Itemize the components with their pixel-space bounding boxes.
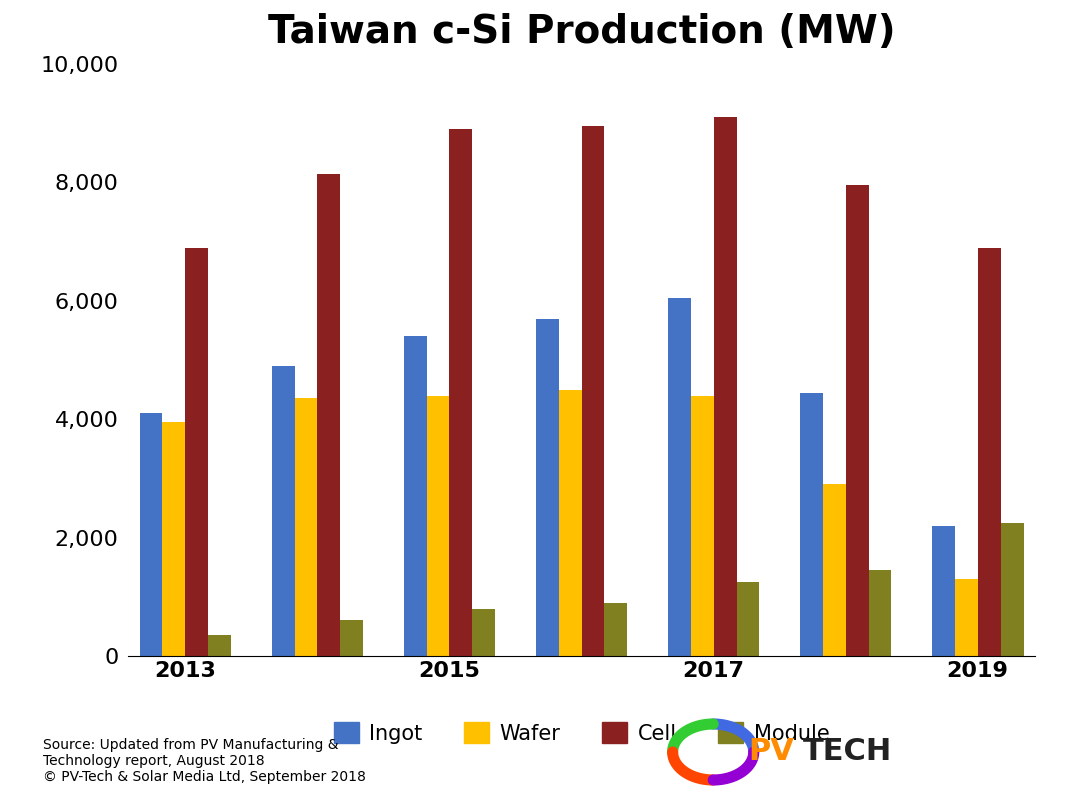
- Bar: [403, 336, 427, 656]
- Bar: [582, 126, 605, 656]
- Bar: [714, 118, 736, 656]
- Title: Taiwan c-Si Production (MW): Taiwan c-Si Production (MW): [268, 13, 895, 51]
- Bar: [931, 526, 955, 656]
- Legend: Ingot, Wafer, Cell, Module: Ingot, Wafer, Cell, Module: [325, 714, 838, 752]
- Bar: [208, 635, 232, 656]
- Bar: [690, 395, 714, 656]
- Bar: [294, 398, 318, 656]
- Bar: [668, 298, 690, 656]
- Bar: [823, 484, 845, 656]
- Bar: [736, 582, 760, 656]
- Bar: [558, 390, 582, 656]
- Bar: [955, 579, 977, 656]
- Bar: [427, 395, 449, 656]
- Bar: [140, 414, 162, 656]
- Bar: [845, 186, 869, 656]
- Bar: [186, 247, 208, 656]
- Text: PV: PV: [748, 738, 794, 766]
- Bar: [271, 366, 294, 656]
- Bar: [869, 570, 892, 656]
- Bar: [162, 422, 186, 656]
- Bar: [473, 609, 495, 656]
- Bar: [449, 129, 473, 656]
- Bar: [318, 174, 340, 656]
- Bar: [977, 247, 1001, 656]
- Text: TECH: TECH: [802, 738, 892, 766]
- Bar: [799, 393, 823, 656]
- Bar: [1001, 523, 1023, 656]
- Text: Source: Updated from PV Manufacturing &
Technology report, August 2018
© PV-Tech: Source: Updated from PV Manufacturing & …: [43, 738, 366, 784]
- Bar: [340, 621, 364, 656]
- Bar: [605, 602, 627, 656]
- Bar: [536, 318, 558, 656]
